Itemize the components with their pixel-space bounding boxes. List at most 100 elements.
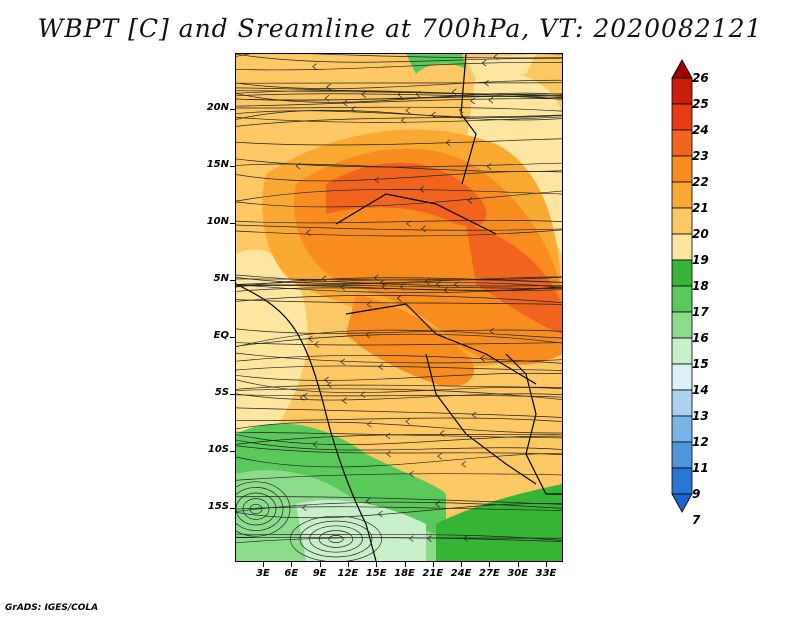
lat-tick xyxy=(230,109,235,110)
lat-label: 15N xyxy=(206,159,229,170)
streamline xyxy=(236,158,562,168)
map-title: WBPT [C] and Sreamline at 700hPa, VT: 20… xyxy=(37,14,763,43)
streamline xyxy=(236,506,562,511)
streamline xyxy=(236,282,562,288)
lon-tick xyxy=(347,562,349,567)
streamline xyxy=(236,229,562,237)
colorbar-label: 9 xyxy=(692,487,701,501)
streamline-arrow xyxy=(385,432,391,440)
streamline-arrow xyxy=(299,394,305,401)
streamline-arrow xyxy=(373,274,379,281)
streamline-arrow xyxy=(458,106,464,114)
streamline-arrow xyxy=(381,283,387,291)
colorbar-swatch xyxy=(671,103,693,131)
streamline xyxy=(236,329,562,348)
streamline xyxy=(236,452,562,468)
streamline-vortex xyxy=(236,492,277,526)
colorbar-swatch xyxy=(671,285,693,313)
streamline-vortex xyxy=(249,503,263,515)
streamline xyxy=(236,328,562,334)
streamline xyxy=(236,394,562,398)
streamline xyxy=(236,501,562,512)
lon-label: 27E xyxy=(479,568,500,579)
lon-tick xyxy=(376,562,378,567)
streamline-arrow xyxy=(340,358,345,366)
colorbar-label: 16 xyxy=(692,331,709,345)
lat-label: 15S xyxy=(207,501,229,512)
colorbar-label: 25 xyxy=(692,97,709,111)
streamline xyxy=(236,90,562,100)
lat-tick xyxy=(230,394,235,395)
streamline-vortex xyxy=(309,525,363,553)
streamline xyxy=(236,352,562,364)
colorbar-label: 11 xyxy=(692,461,709,475)
streamline-arrow xyxy=(405,107,411,114)
lat-label: 20N xyxy=(206,102,229,113)
streamline xyxy=(236,114,562,127)
streamline xyxy=(236,421,562,434)
colorbar-top-arrow xyxy=(671,59,693,79)
streamline-vortex xyxy=(236,481,291,537)
lon-label: 6E xyxy=(284,568,299,579)
lon-tick xyxy=(546,562,547,567)
streamline-arrow xyxy=(463,534,468,542)
colorbar-bottom-arrow xyxy=(671,493,693,513)
streamline-vortex xyxy=(328,535,344,543)
lon-tick xyxy=(432,562,434,567)
streamline-arrow xyxy=(471,411,477,419)
streamline-arrow xyxy=(445,139,451,147)
streamline xyxy=(236,342,562,346)
streamline-arrow xyxy=(314,341,319,348)
streamline-arrow xyxy=(484,79,489,87)
colorbar xyxy=(671,59,693,513)
lon-label: 12E xyxy=(337,568,359,579)
streamline-arrow xyxy=(312,441,318,448)
streamline-arrow xyxy=(486,163,492,170)
lat-label: 5N xyxy=(213,273,229,284)
streamline-arrow xyxy=(437,452,442,460)
streamline-arrow xyxy=(408,535,414,542)
streamline xyxy=(236,276,562,281)
streamline xyxy=(236,439,562,451)
lon-tick xyxy=(517,562,519,567)
streamline-arrow xyxy=(366,420,372,428)
streamline-arrow xyxy=(295,162,301,170)
lon-tick xyxy=(461,562,463,567)
streamline-arrow xyxy=(396,295,402,302)
streamline xyxy=(236,533,562,541)
streamline xyxy=(236,365,562,371)
streamline xyxy=(236,189,562,202)
streamline-vortex xyxy=(290,515,382,561)
streamline xyxy=(236,82,562,84)
lat-tick xyxy=(230,280,235,281)
colorbar-label: 18 xyxy=(692,279,709,293)
streamline-arrow xyxy=(419,186,425,193)
streamline-arrow xyxy=(470,97,476,105)
colorbar-label: 14 xyxy=(692,383,709,397)
colorbar-label: 20 xyxy=(692,227,709,241)
colorbar-swatch xyxy=(671,337,693,365)
streamline xyxy=(236,407,562,418)
colorbar-label: 19 xyxy=(692,253,709,267)
streamline xyxy=(236,393,562,401)
streamline-arrow xyxy=(301,504,307,512)
colorbar-swatch xyxy=(671,259,693,287)
streamline-arrow xyxy=(377,510,383,518)
streamline xyxy=(236,219,562,224)
lat-tick xyxy=(230,166,235,167)
streamline-arrow xyxy=(378,363,384,370)
colorbar-swatch xyxy=(671,155,693,183)
lon-label: 30E xyxy=(507,568,529,579)
streamline-vortex xyxy=(299,520,373,558)
streamline xyxy=(236,284,562,293)
streamline xyxy=(236,503,562,519)
lon-tick xyxy=(291,562,293,567)
streamline-arrow xyxy=(461,460,467,468)
colorbar-label: 7 xyxy=(692,513,701,527)
streamline xyxy=(236,190,562,208)
streamline xyxy=(236,106,562,112)
colorbar-swatch xyxy=(671,467,693,495)
colorbar-label: 23 xyxy=(692,149,709,163)
streamline xyxy=(236,445,562,455)
streamline-arrow xyxy=(374,176,380,184)
